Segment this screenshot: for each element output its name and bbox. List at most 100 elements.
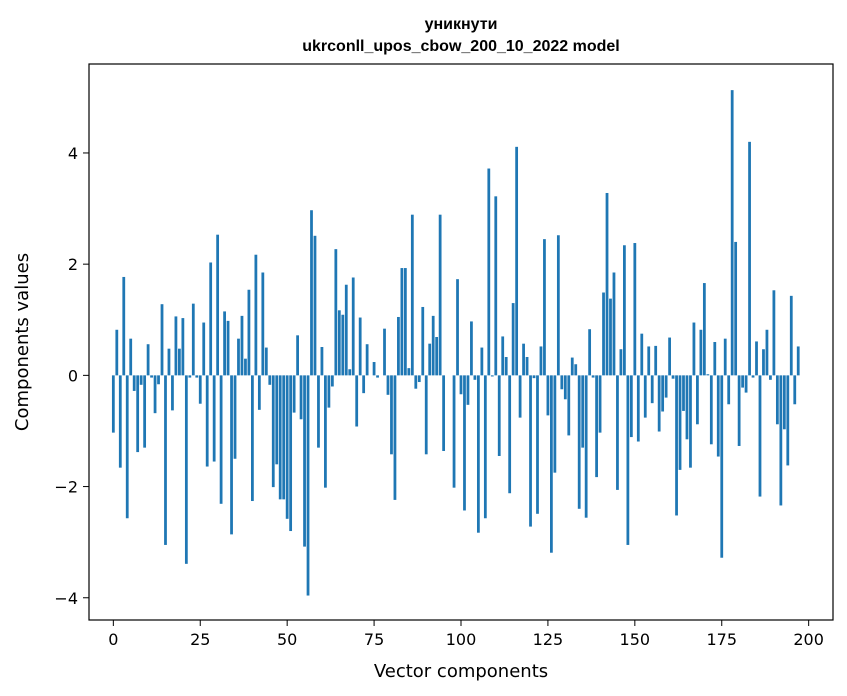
chart-title: уникнути: [425, 16, 498, 33]
bar: [216, 234, 220, 376]
bar: [344, 284, 348, 376]
bar: [306, 375, 310, 596]
bar: [327, 375, 331, 408]
bar: [171, 375, 174, 411]
y-tick-label: 2: [68, 255, 78, 274]
bar: [463, 375, 466, 511]
bar: [407, 368, 411, 376]
bar: [678, 375, 682, 470]
bar: [626, 375, 630, 545]
x-tick-label: 175: [706, 630, 737, 649]
bar: [362, 375, 366, 394]
bar: [118, 375, 122, 468]
bar: [240, 315, 244, 376]
bar: [125, 375, 129, 519]
bar: [515, 146, 519, 376]
bar: [296, 335, 299, 376]
x-tick-label: 150: [620, 630, 651, 649]
bar: [713, 342, 717, 376]
bar: [150, 375, 153, 378]
bar: [786, 375, 790, 466]
bar: [358, 317, 362, 376]
bar: [483, 375, 487, 519]
bar: [556, 235, 560, 376]
chart-subtitle: ukrconll_upos_cbow_200_10_2022 model: [302, 38, 619, 55]
bar: [337, 310, 341, 376]
bar: [466, 375, 470, 405]
y-tick-label: 4: [68, 144, 78, 163]
bar: [136, 375, 140, 453]
bar: [789, 295, 793, 376]
bar: [706, 374, 710, 376]
bar: [383, 328, 386, 376]
bar: [629, 375, 633, 438]
bar: [386, 375, 390, 395]
bar: [271, 375, 275, 488]
bar: [616, 375, 619, 490]
y-axis-label: Components values: [12, 253, 33, 431]
x-tick-label: 75: [364, 630, 384, 649]
bar: [532, 375, 536, 379]
bar: [696, 375, 699, 425]
bar: [504, 357, 508, 376]
bar: [230, 375, 233, 535]
bar: [661, 375, 665, 412]
bar: [643, 375, 647, 418]
bar: [470, 321, 473, 376]
bar: [671, 375, 675, 379]
bar: [685, 375, 689, 440]
bar: [317, 375, 320, 448]
bar: [619, 349, 623, 376]
bar: [428, 343, 432, 376]
x-tick-label: 100: [446, 630, 477, 649]
bar: [494, 196, 498, 376]
x-tick-label: 25: [190, 630, 210, 649]
x-tick-label: 200: [793, 630, 824, 649]
bar: [212, 375, 216, 462]
bar: [289, 375, 293, 532]
bar: [400, 268, 404, 376]
bar: [157, 375, 160, 385]
bar: [153, 375, 157, 414]
bar: [654, 345, 658, 376]
bar: [765, 329, 769, 376]
bar: [772, 290, 776, 376]
bar: [424, 375, 428, 455]
bar: [567, 375, 571, 436]
bar: [525, 357, 529, 376]
bar: [536, 375, 539, 514]
bar: [209, 262, 213, 376]
bar: [122, 276, 126, 376]
bar: [522, 343, 525, 376]
bar: [744, 375, 748, 393]
bar: [529, 375, 532, 527]
bar: [348, 369, 352, 376]
bar: [184, 375, 188, 564]
bar: [720, 375, 724, 558]
bar: [550, 375, 553, 553]
bar: [459, 375, 463, 395]
y-tick-label: −4: [54, 589, 78, 608]
bar: [546, 375, 550, 416]
bar: [577, 375, 581, 509]
bar: [355, 375, 359, 427]
bar: [111, 375, 115, 433]
bar: [390, 375, 393, 455]
bar: [164, 375, 167, 545]
bar: [689, 375, 692, 468]
x-tick-label: 0: [108, 630, 118, 649]
bar: [226, 320, 230, 376]
bar: [264, 347, 268, 376]
bar: [762, 349, 765, 376]
bar: [403, 268, 407, 376]
bar: [588, 329, 592, 376]
bar: [244, 358, 247, 376]
bar: [452, 375, 456, 488]
bar: [668, 337, 671, 376]
y-axis: −4 −2 0 2 4: [54, 144, 89, 608]
bar: [330, 375, 334, 387]
bar: [702, 283, 706, 376]
bar: [372, 362, 376, 376]
bar: [609, 298, 612, 376]
bar: [501, 336, 505, 376]
